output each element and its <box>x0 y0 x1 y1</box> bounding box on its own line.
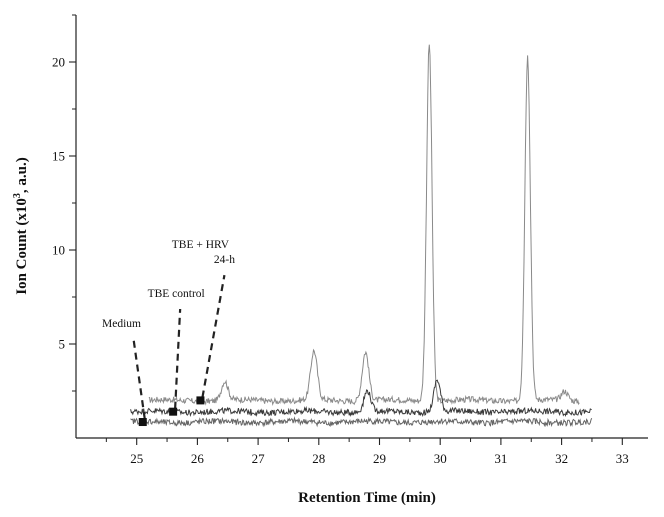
x-axis-title: Retention Time (min) <box>298 490 436 506</box>
x-tick-label-27: 27 <box>252 451 266 466</box>
x-tick-label-26: 26 <box>191 451 205 466</box>
annotation-layer: TBE + HRV 24-h TBE control Medium <box>102 239 235 427</box>
series-line-0 <box>148 44 580 406</box>
series-layer <box>130 44 593 428</box>
annotation-leader-2 <box>132 338 146 420</box>
y-axis-title-main: Ion Count (x10 <box>14 198 30 295</box>
x-tick-label-31: 31 <box>494 451 507 466</box>
y-tick-label-15: 15 <box>52 149 65 164</box>
y-tick-label-10: 10 <box>52 243 65 258</box>
annotation-leader-1 <box>174 308 182 409</box>
series-line-2 <box>130 416 593 428</box>
x-tick-label-32: 32 <box>555 451 568 466</box>
x-tick-label-25: 25 <box>130 451 143 466</box>
annotation-marker-0 <box>196 396 205 405</box>
annotation-marker-1 <box>169 407 178 416</box>
annotation-label-0-0: TBE + HRV <box>172 239 230 251</box>
axes-layer <box>75 15 648 439</box>
y-axis-title-sup: 3 <box>12 193 23 198</box>
y-axis-title-end: , a.u.) <box>14 157 30 193</box>
y-tick-label-5: 5 <box>59 337 66 352</box>
y-tick-label-20: 20 <box>52 55 65 70</box>
annotation-label-2-0: Medium <box>102 318 141 330</box>
annotation-label-0-1: 24-h <box>214 254 235 266</box>
x-tick-label-28: 28 <box>312 451 325 466</box>
annotation-leader-0 <box>201 274 226 398</box>
x-tick-label-33: 33 <box>616 451 629 466</box>
ticks-layer: 25 26 27 28 29 30 31 32 33 5 10 15 20 <box>52 14 629 466</box>
x-tick-label-29: 29 <box>373 451 386 466</box>
y-axis-title: Ion Count (x103, a.u.) <box>12 157 30 295</box>
x-tick-label-30: 30 <box>434 451 447 466</box>
series-line-1 <box>130 379 592 417</box>
annotation-label-1-0: TBE control <box>148 288 205 300</box>
annotation-marker-2 <box>138 418 147 427</box>
